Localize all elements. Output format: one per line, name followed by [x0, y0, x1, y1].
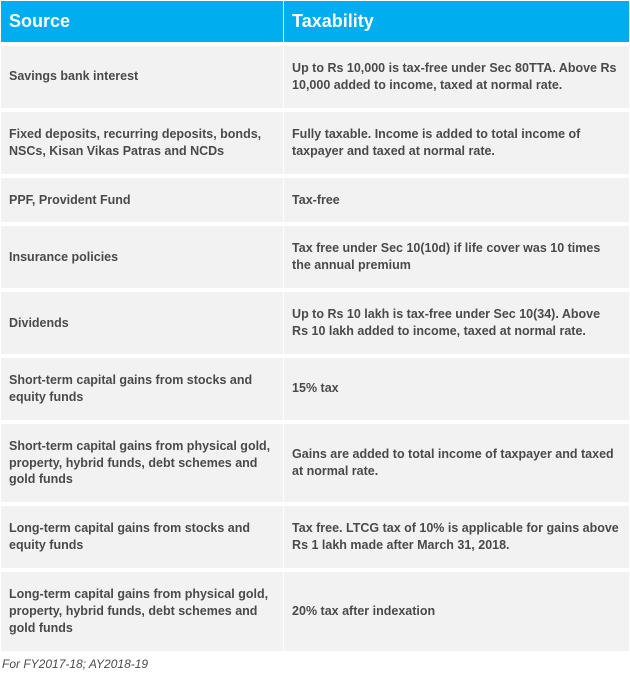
table-row: Savings bank interest Up to Rs 10,000 is…: [1, 44, 630, 110]
cell-taxability: Tax free under Sec 10(10d) if life cover…: [284, 224, 630, 290]
table-row: Short-term capital gains from physical g…: [1, 422, 630, 505]
cell-taxability: Tax-free: [284, 176, 630, 225]
cell-taxability: Tax free. LTCG tax of 10% is applicable …: [284, 504, 630, 570]
cell-source: Fixed deposits, recurring deposits, bond…: [1, 110, 284, 176]
cell-taxability: 20% tax after indexation: [284, 570, 630, 651]
table-body: Savings bank interest Up to Rs 10,000 is…: [1, 44, 630, 651]
cell-taxability: Up to Rs 10 lakh is tax-free under Sec 1…: [284, 290, 630, 356]
cell-taxability: 15% tax: [284, 356, 630, 422]
table-row: Long-term capital gains from physical go…: [1, 570, 630, 651]
table-row: Insurance policies Tax free under Sec 10…: [1, 224, 630, 290]
col-header-taxability: Taxability: [284, 1, 630, 45]
cell-source: PPF, Provident Fund: [1, 176, 284, 225]
taxability-table: Source Taxability Savings bank interest …: [0, 0, 630, 651]
cell-source: Long-term capital gains from physical go…: [1, 570, 284, 651]
cell-taxability: Fully taxable. Income is added to total …: [284, 110, 630, 176]
cell-source: Short-term capital gains from stocks and…: [1, 356, 284, 422]
col-header-source: Source: [1, 1, 284, 45]
cell-source: Long-term capital gains from stocks and …: [1, 504, 284, 570]
table-row: Short-term capital gains from stocks and…: [1, 356, 630, 422]
cell-source: Savings bank interest: [1, 44, 284, 110]
table-row: Fixed deposits, recurring deposits, bond…: [1, 110, 630, 176]
table-footnote: For FY2017-18; AY2018-19: [0, 651, 630, 677]
table-row: Dividends Up to Rs 10 lakh is tax-free u…: [1, 290, 630, 356]
table-row: Long-term capital gains from stocks and …: [1, 504, 630, 570]
table-header-row: Source Taxability: [1, 1, 630, 45]
cell-source: Insurance policies: [1, 224, 284, 290]
table-row: PPF, Provident Fund Tax-free: [1, 176, 630, 225]
cell-source: Short-term capital gains from physical g…: [1, 422, 284, 505]
cell-taxability: Gains are added to total income of taxpa…: [284, 422, 630, 505]
cell-source: Dividends: [1, 290, 284, 356]
cell-taxability: Up to Rs 10,000 is tax-free under Sec 80…: [284, 44, 630, 110]
